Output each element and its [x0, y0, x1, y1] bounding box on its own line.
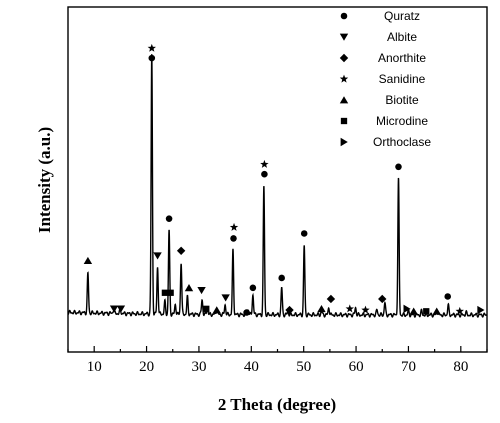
peak-marker-quratz: [148, 54, 156, 62]
peak-marker-quratz: [249, 284, 257, 292]
peak-marker-biotite: [432, 307, 441, 315]
peak-marker-biotite: [409, 307, 418, 315]
peak-marker-sanidine: [455, 306, 464, 315]
peak-marker-sanidine: [229, 222, 239, 231]
peak-marker-biotite: [212, 306, 221, 314]
peak-marker-quratz: [165, 215, 173, 222]
legend-sanidine-label: Sanidine: [379, 72, 426, 86]
peak-marker-albite: [221, 294, 230, 302]
x-tick-label: 80: [453, 359, 468, 375]
xrd-spectrum-line: [67, 54, 488, 318]
peak-marker-microdine: [423, 308, 430, 315]
peak-marker-sanidine: [260, 159, 269, 168]
peak-marker-anorthite: [285, 305, 294, 315]
peak-marker-quratz: [230, 235, 237, 242]
legend-orthoclase-symbol: [340, 137, 348, 147]
peak-marker-biotite: [184, 284, 194, 292]
x-tick-label: 20: [139, 359, 154, 375]
legend-microdine-label: Microdine: [376, 114, 428, 128]
legend-anorthite-label: Anorthite: [378, 51, 426, 65]
peak-marker-anorthite: [176, 246, 186, 255]
x-axis-ticks: 10 20 30 40 50 60 70 80: [67, 346, 488, 375]
legend-orthoclase-label: Orthoclase: [373, 135, 431, 149]
legend-sanidine-symbol: [339, 74, 349, 83]
peak-marker-microdine: [161, 289, 169, 296]
peak-marker-albite: [116, 305, 126, 313]
peak-marker-sanidine: [345, 304, 354, 313]
peak-marker-quratz: [261, 170, 268, 178]
legend-biotite-symbol: [339, 96, 349, 104]
peak-marker-orthoclase: [477, 305, 485, 315]
phase-markers: [83, 43, 485, 316]
peak-marker-quratz: [395, 163, 402, 171]
peak-marker-microdine: [167, 289, 174, 296]
peak-marker-microdine: [203, 305, 210, 312]
legend-anorthite-symbol: [339, 53, 349, 63]
y-axis-title: Intensity (a.u.): [35, 127, 54, 233]
peak-marker-biotite: [317, 305, 326, 313]
legend-biotite-label: Biotite: [385, 93, 419, 107]
peak-marker-anorthite: [378, 294, 387, 304]
peak-marker-quratz: [278, 274, 285, 282]
peak-marker-sanidine: [147, 43, 156, 52]
peak-marker-anorthite: [326, 294, 336, 304]
legend-quratz-symbol: [340, 12, 348, 20]
x-tick-label: 50: [296, 359, 311, 375]
legend-albite-label: Albite: [387, 30, 417, 44]
peak-marker-albite: [109, 305, 119, 313]
peak-marker-albite: [153, 252, 162, 260]
spectrum-layer: [67, 54, 488, 318]
legend: Quratz Albite Anorthite Sanidine Biotite Micr…: [339, 9, 431, 149]
x-tick-label: 10: [87, 359, 102, 375]
peak-marker-quratz: [300, 230, 308, 237]
x-tick-label: 60: [349, 359, 364, 375]
peak-marker-orthoclase: [403, 304, 411, 314]
legend-microdine-symbol: [340, 117, 348, 125]
peak-marker-sanidine: [361, 305, 370, 314]
x-tick-label: 40: [244, 359, 259, 375]
peak-marker-quratz: [243, 309, 250, 316]
x-tick-label: 70: [401, 359, 416, 375]
peak-marker-biotite: [83, 256, 93, 265]
legend-albite-symbol: [339, 33, 349, 41]
peak-marker-albite: [197, 286, 206, 295]
legend-quratz-label: Quratz: [384, 9, 420, 23]
x-tick-label: 30: [191, 359, 206, 375]
peak-marker-quratz: [444, 293, 451, 300]
x-axis-title: 2 Theta (degree): [218, 395, 336, 414]
